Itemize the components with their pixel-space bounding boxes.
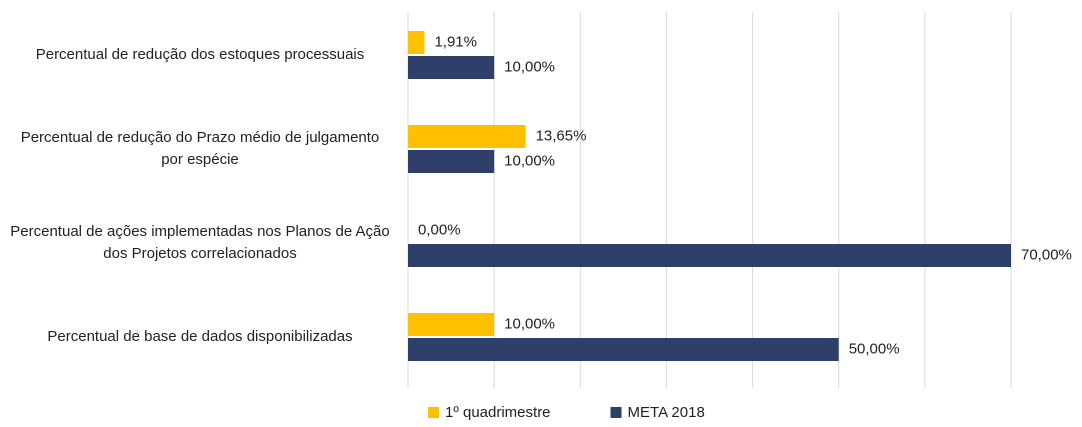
bar xyxy=(408,31,425,54)
value-label: 70,00% xyxy=(1021,246,1072,263)
legend-label: META 2018 xyxy=(628,404,705,421)
bar xyxy=(408,125,526,148)
bar xyxy=(408,338,839,361)
value-label: 1,91% xyxy=(434,33,477,50)
bar xyxy=(408,244,1011,267)
value-label: 0,00% xyxy=(418,221,461,238)
bar xyxy=(408,313,495,336)
category-label: Percentual de ações implementadas nos Pl… xyxy=(10,223,390,262)
category-label: Percentual de redução dos estoques proce… xyxy=(35,46,365,63)
value-label: 13,65% xyxy=(536,127,587,144)
value-label: 10,00% xyxy=(504,58,555,75)
legend-swatch xyxy=(610,407,622,418)
bar xyxy=(408,150,495,173)
legend-swatch xyxy=(428,407,439,418)
value-label: 10,00% xyxy=(504,152,555,169)
category-label: Percentual de base de dados disponibiliz… xyxy=(47,328,353,345)
category-label: Percentual de redução do Prazo médio de … xyxy=(20,129,380,168)
value-label: 50,00% xyxy=(849,340,900,357)
bar xyxy=(408,56,495,79)
legend-label: 1º quadrimestre xyxy=(445,404,551,421)
value-label: 10,00% xyxy=(504,315,555,332)
